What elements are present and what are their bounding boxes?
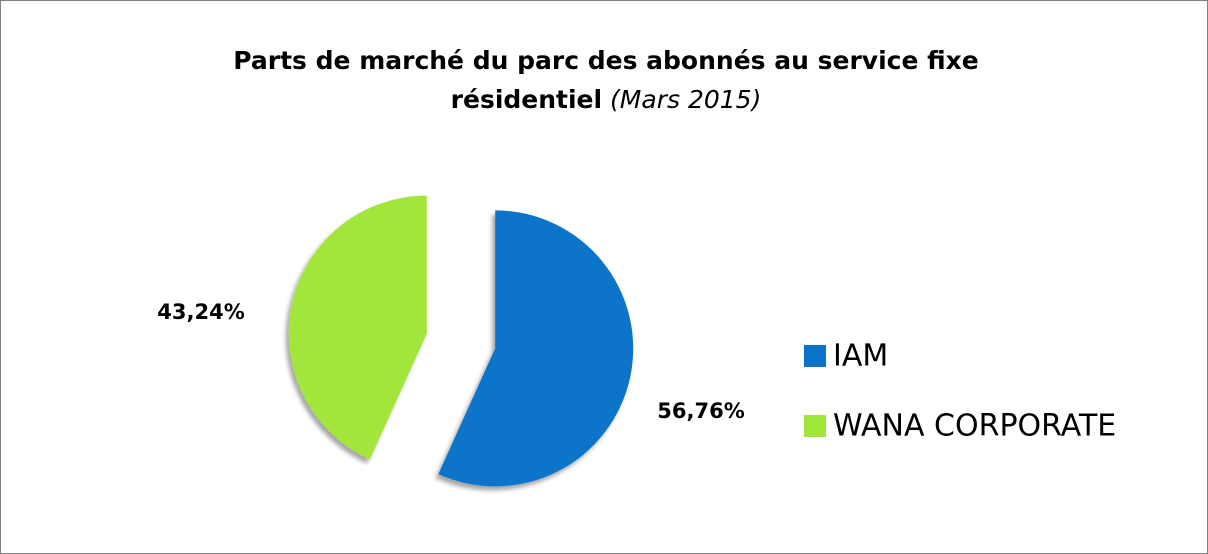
legend-label: WANA CORPORATE	[833, 409, 1116, 444]
legend-swatch	[804, 345, 826, 367]
chart-subtitle: (Mars 2015)	[610, 85, 762, 114]
pie-slice	[438, 210, 634, 487]
pie-slice	[288, 195, 427, 460]
data-label: 56,76%	[657, 399, 744, 423]
chart-title-block: Parts de marché du parc des abonnés au s…	[181, 41, 1031, 119]
chart-title: Parts de marché du parc des abonnés au s…	[233, 46, 979, 114]
legend-label: IAM	[833, 339, 888, 374]
data-label: 43,24%	[157, 300, 244, 324]
legend-swatch	[804, 415, 826, 437]
